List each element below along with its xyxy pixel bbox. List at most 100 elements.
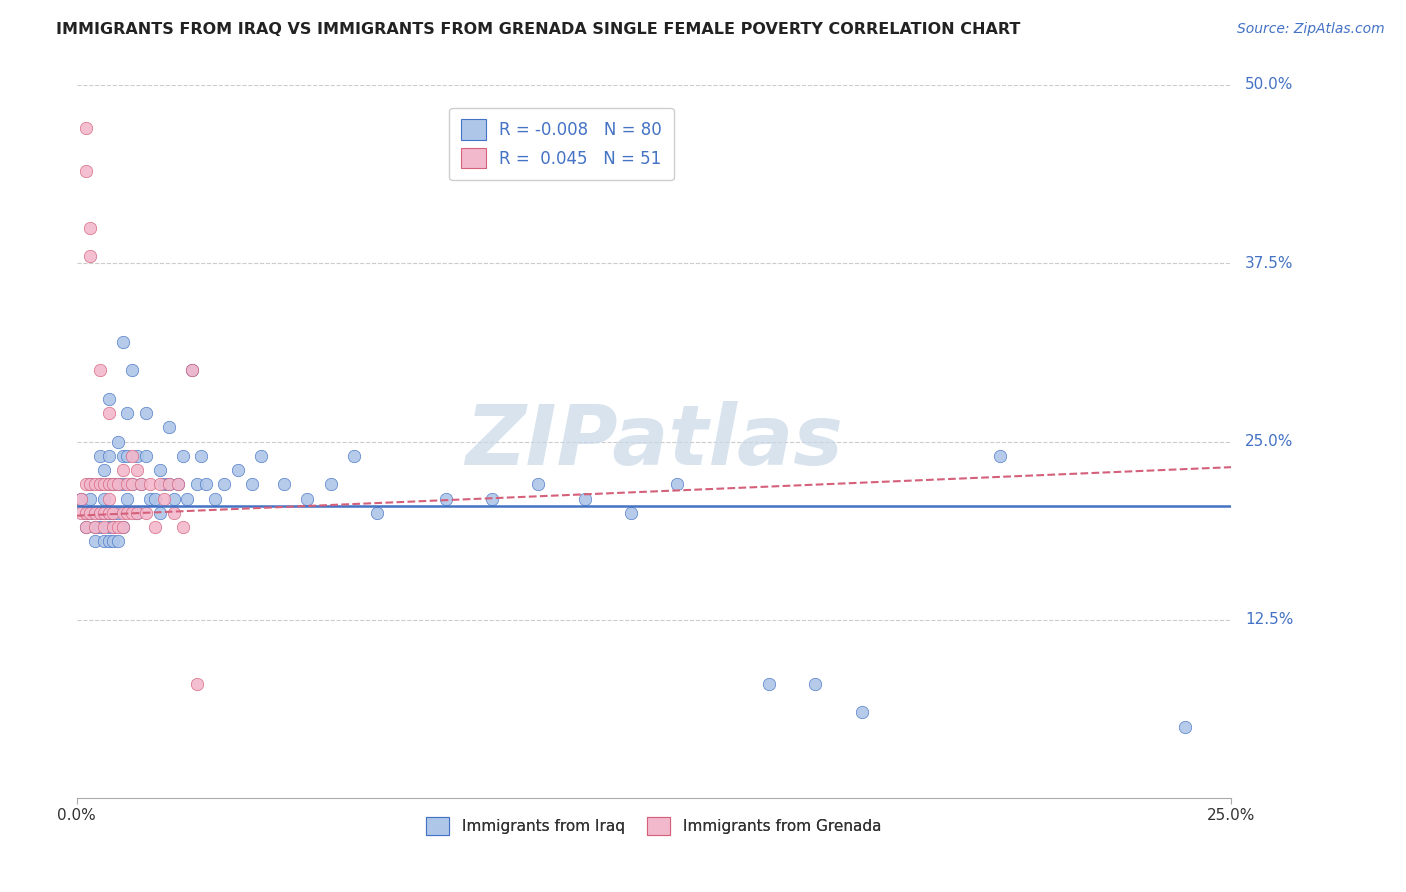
Text: 50.0%: 50.0% (1244, 78, 1294, 93)
Point (758, 677, 780, 691)
Point (481, 491, 503, 506)
Point (527, 477, 550, 491)
Point (226, 463, 249, 477)
Point (107, 434, 129, 449)
Point (75, 506, 97, 520)
Point (111, 477, 134, 491)
Point (75, 477, 97, 491)
Point (89, 520, 111, 534)
Point (93, 506, 115, 520)
Point (117, 449, 139, 463)
Point (97, 534, 120, 549)
Point (125, 449, 148, 463)
Point (93, 534, 115, 549)
Point (79, 220, 101, 235)
Point (574, 491, 596, 506)
Point (97, 449, 120, 463)
Point (157, 477, 180, 491)
Point (103, 477, 125, 491)
Point (125, 463, 148, 477)
Point (1174, 720, 1197, 734)
Text: 25.0%: 25.0% (1244, 434, 1294, 449)
Point (297, 491, 319, 506)
Point (103, 506, 125, 520)
Text: 12.5%: 12.5% (1244, 612, 1294, 627)
Point (97, 491, 120, 506)
Point (79, 477, 101, 491)
Point (79, 506, 101, 520)
Point (84, 520, 107, 534)
Point (103, 477, 125, 491)
Point (176, 491, 198, 506)
Point (135, 406, 157, 420)
Text: IMMIGRANTS FROM IRAQ VS IMMIGRANTS FROM GRENADA SINGLE FEMALE POVERTY CORRELATIO: IMMIGRANTS FROM IRAQ VS IMMIGRANTS FROM … (56, 22, 1021, 37)
Point (79, 506, 101, 520)
Point (804, 677, 827, 691)
Point (157, 477, 180, 491)
Text: 37.5%: 37.5% (1244, 256, 1294, 270)
Point (117, 491, 139, 506)
Point (70, 491, 93, 506)
Point (121, 363, 143, 377)
Point (117, 406, 139, 420)
Point (107, 520, 129, 534)
Point (89, 449, 111, 463)
Point (84, 520, 107, 534)
Point (194, 477, 217, 491)
Point (273, 477, 295, 491)
Point (111, 334, 134, 349)
Point (93, 491, 115, 506)
Point (129, 477, 152, 491)
Point (172, 449, 194, 463)
Point (84, 534, 107, 549)
Point (172, 520, 194, 534)
Point (240, 477, 263, 491)
Point (117, 477, 139, 491)
Point (97, 392, 120, 406)
Text: ZIPatlas: ZIPatlas (465, 401, 842, 482)
Point (204, 491, 226, 506)
Point (111, 506, 134, 520)
Point (186, 677, 208, 691)
Point (79, 249, 101, 263)
Point (103, 520, 125, 534)
Point (107, 506, 129, 520)
Point (70, 506, 93, 520)
Point (149, 463, 172, 477)
Point (988, 449, 1011, 463)
Point (75, 120, 97, 135)
Point (79, 491, 101, 506)
Point (93, 477, 115, 491)
Point (153, 477, 176, 491)
Point (111, 449, 134, 463)
Point (89, 506, 111, 520)
Point (143, 491, 166, 506)
Point (111, 520, 134, 534)
Point (89, 477, 111, 491)
Point (143, 520, 166, 534)
Point (107, 534, 129, 549)
Point (93, 520, 115, 534)
Point (93, 463, 115, 477)
Point (181, 363, 204, 377)
Point (75, 520, 97, 534)
Point (103, 520, 125, 534)
Point (214, 477, 236, 491)
Point (89, 506, 111, 520)
Point (149, 506, 172, 520)
Legend: Immigrants from Iraq, Immigrants from Grenada: Immigrants from Iraq, Immigrants from Gr… (415, 805, 893, 847)
Point (125, 506, 148, 520)
Point (117, 506, 139, 520)
Point (162, 506, 184, 520)
Point (89, 363, 111, 377)
Point (366, 506, 388, 520)
Point (107, 477, 129, 491)
Point (97, 477, 120, 491)
Point (149, 477, 172, 491)
Point (97, 406, 120, 420)
Point (97, 506, 120, 520)
Point (135, 506, 157, 520)
Point (139, 491, 162, 506)
Point (167, 477, 190, 491)
Point (157, 420, 180, 434)
